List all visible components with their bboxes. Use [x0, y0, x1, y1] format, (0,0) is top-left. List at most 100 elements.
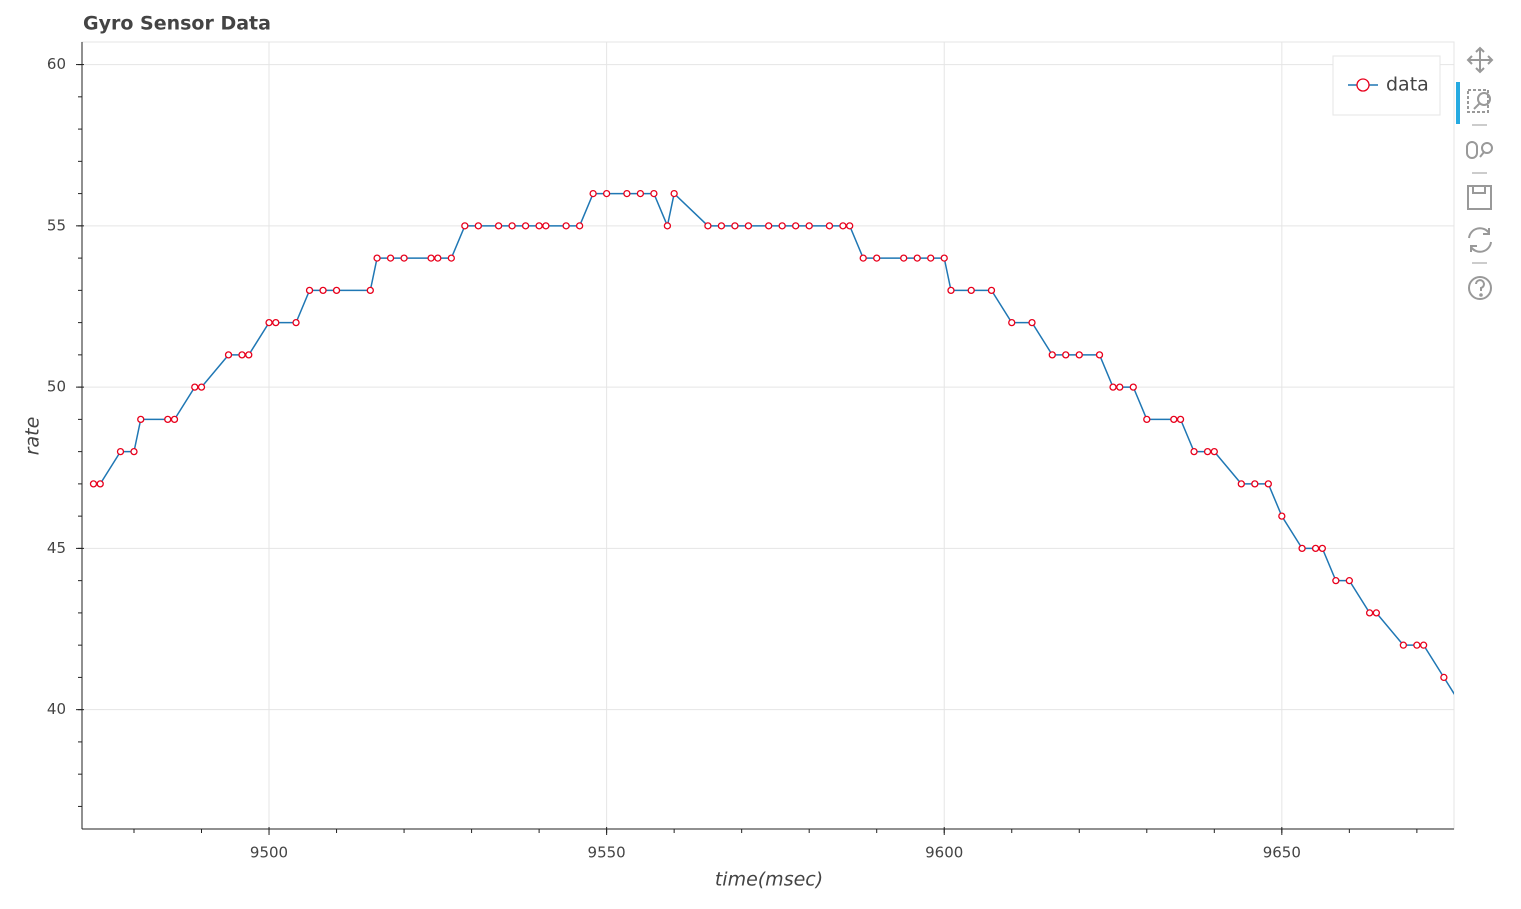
- pan-tool[interactable]: [1466, 46, 1494, 74]
- y-tick-label: 55: [47, 216, 66, 234]
- data-point: [1372, 609, 1381, 617]
- data-point: [1170, 415, 1178, 424]
- data-point: [717, 222, 726, 230]
- data-point: [873, 254, 881, 262]
- data-point: [1251, 480, 1259, 488]
- data-point: [292, 318, 300, 327]
- plot-area: [81, 41, 1455, 830]
- axes: 40 45 50 55 60 9500 9550 9600 9650: [47, 42, 1454, 862]
- help-tool[interactable]: [1468, 276, 1492, 300]
- data-point: [927, 254, 935, 262]
- data-point: [670, 189, 678, 198]
- data-point: [1440, 673, 1448, 682]
- data-point: [197, 383, 206, 391]
- data-point: [940, 254, 948, 262]
- data-point: [1311, 544, 1320, 553]
- data-point: [575, 222, 584, 230]
- chart-title: Gyro Sensor Data: [83, 13, 271, 35]
- data-point: [170, 415, 179, 424]
- data-point: [508, 222, 516, 230]
- data-point: [238, 351, 246, 359]
- legend-marker: [1356, 78, 1370, 92]
- data-point: [542, 222, 550, 230]
- data-point: [89, 480, 98, 488]
- data-point: [1028, 318, 1036, 327]
- data-point: [1419, 641, 1428, 649]
- data-point: [765, 222, 773, 230]
- data-point: [562, 222, 570, 230]
- legend: data: [1332, 55, 1441, 116]
- reset-tool[interactable]: [1468, 227, 1492, 253]
- data-point: [96, 480, 104, 488]
- data-point: [427, 254, 435, 262]
- data-point: [602, 189, 611, 198]
- data-point: [1116, 383, 1124, 391]
- wheel-zoom-tool[interactable]: [1466, 141, 1493, 159]
- data-point: [650, 189, 658, 198]
- data-point: [130, 447, 138, 456]
- data-point: [859, 254, 867, 262]
- active-indicator: [1456, 82, 1460, 124]
- data-point: [1399, 641, 1408, 649]
- data-point: [1062, 351, 1070, 359]
- data-point: [461, 222, 469, 230]
- data-point: [825, 222, 834, 230]
- data-point: [434, 254, 442, 262]
- y-tick-label: 40: [47, 700, 66, 718]
- data-point: [373, 254, 381, 262]
- data-point: [366, 286, 374, 295]
- data-point: [663, 222, 672, 230]
- x-tick-label: 9600: [925, 844, 963, 862]
- data-point: [1365, 609, 1374, 617]
- data-point: [778, 222, 786, 230]
- data-point: [1332, 576, 1340, 585]
- data-point: [535, 222, 543, 230]
- data-point: [1143, 415, 1151, 424]
- toolbar: [1456, 46, 1494, 300]
- data-point: [224, 351, 233, 359]
- data-point: [1095, 351, 1104, 359]
- data-point: [1237, 480, 1245, 488]
- data-point: [494, 222, 503, 230]
- data-point: [1008, 318, 1016, 327]
- data-point: [704, 222, 712, 230]
- data-point: [191, 383, 199, 391]
- data-point: [305, 286, 314, 295]
- data-point: [636, 189, 645, 198]
- y-axis-label: rate: [22, 417, 44, 456]
- y-tick-label: 60: [47, 55, 66, 73]
- data-point: [1318, 544, 1326, 553]
- save-tool[interactable]: [1467, 185, 1492, 210]
- data-point: [319, 286, 327, 295]
- data-point: [265, 318, 273, 327]
- data-point: [1075, 351, 1083, 359]
- data-point: [1278, 512, 1286, 520]
- x-tick-label: 9550: [588, 844, 626, 862]
- data-point: [1298, 544, 1306, 553]
- data-point: [137, 415, 145, 424]
- data-point: [589, 189, 597, 198]
- data-point: [447, 254, 455, 262]
- data-point: [744, 222, 753, 230]
- data-point: [1461, 707, 1467, 713]
- data-point: [900, 254, 908, 262]
- data-point: [1176, 415, 1185, 424]
- data-point: [967, 286, 975, 295]
- x-tick-label: 9650: [1263, 844, 1301, 862]
- data-point: [913, 254, 921, 262]
- data-point: [400, 254, 408, 262]
- data-point: [792, 222, 800, 230]
- data-point: [1264, 480, 1272, 488]
- data-point: [116, 447, 125, 456]
- box-zoom-tool[interactable]: [1467, 89, 1491, 113]
- data-point: [846, 222, 854, 230]
- data-point: [987, 286, 996, 295]
- plot: [89, 189, 1467, 713]
- legend-label: data: [1386, 74, 1429, 96]
- data-point: [164, 415, 172, 424]
- data-point: [623, 189, 631, 198]
- x-tick-label: 9500: [250, 844, 288, 862]
- data-point: [1413, 641, 1421, 649]
- data-point: [332, 286, 341, 295]
